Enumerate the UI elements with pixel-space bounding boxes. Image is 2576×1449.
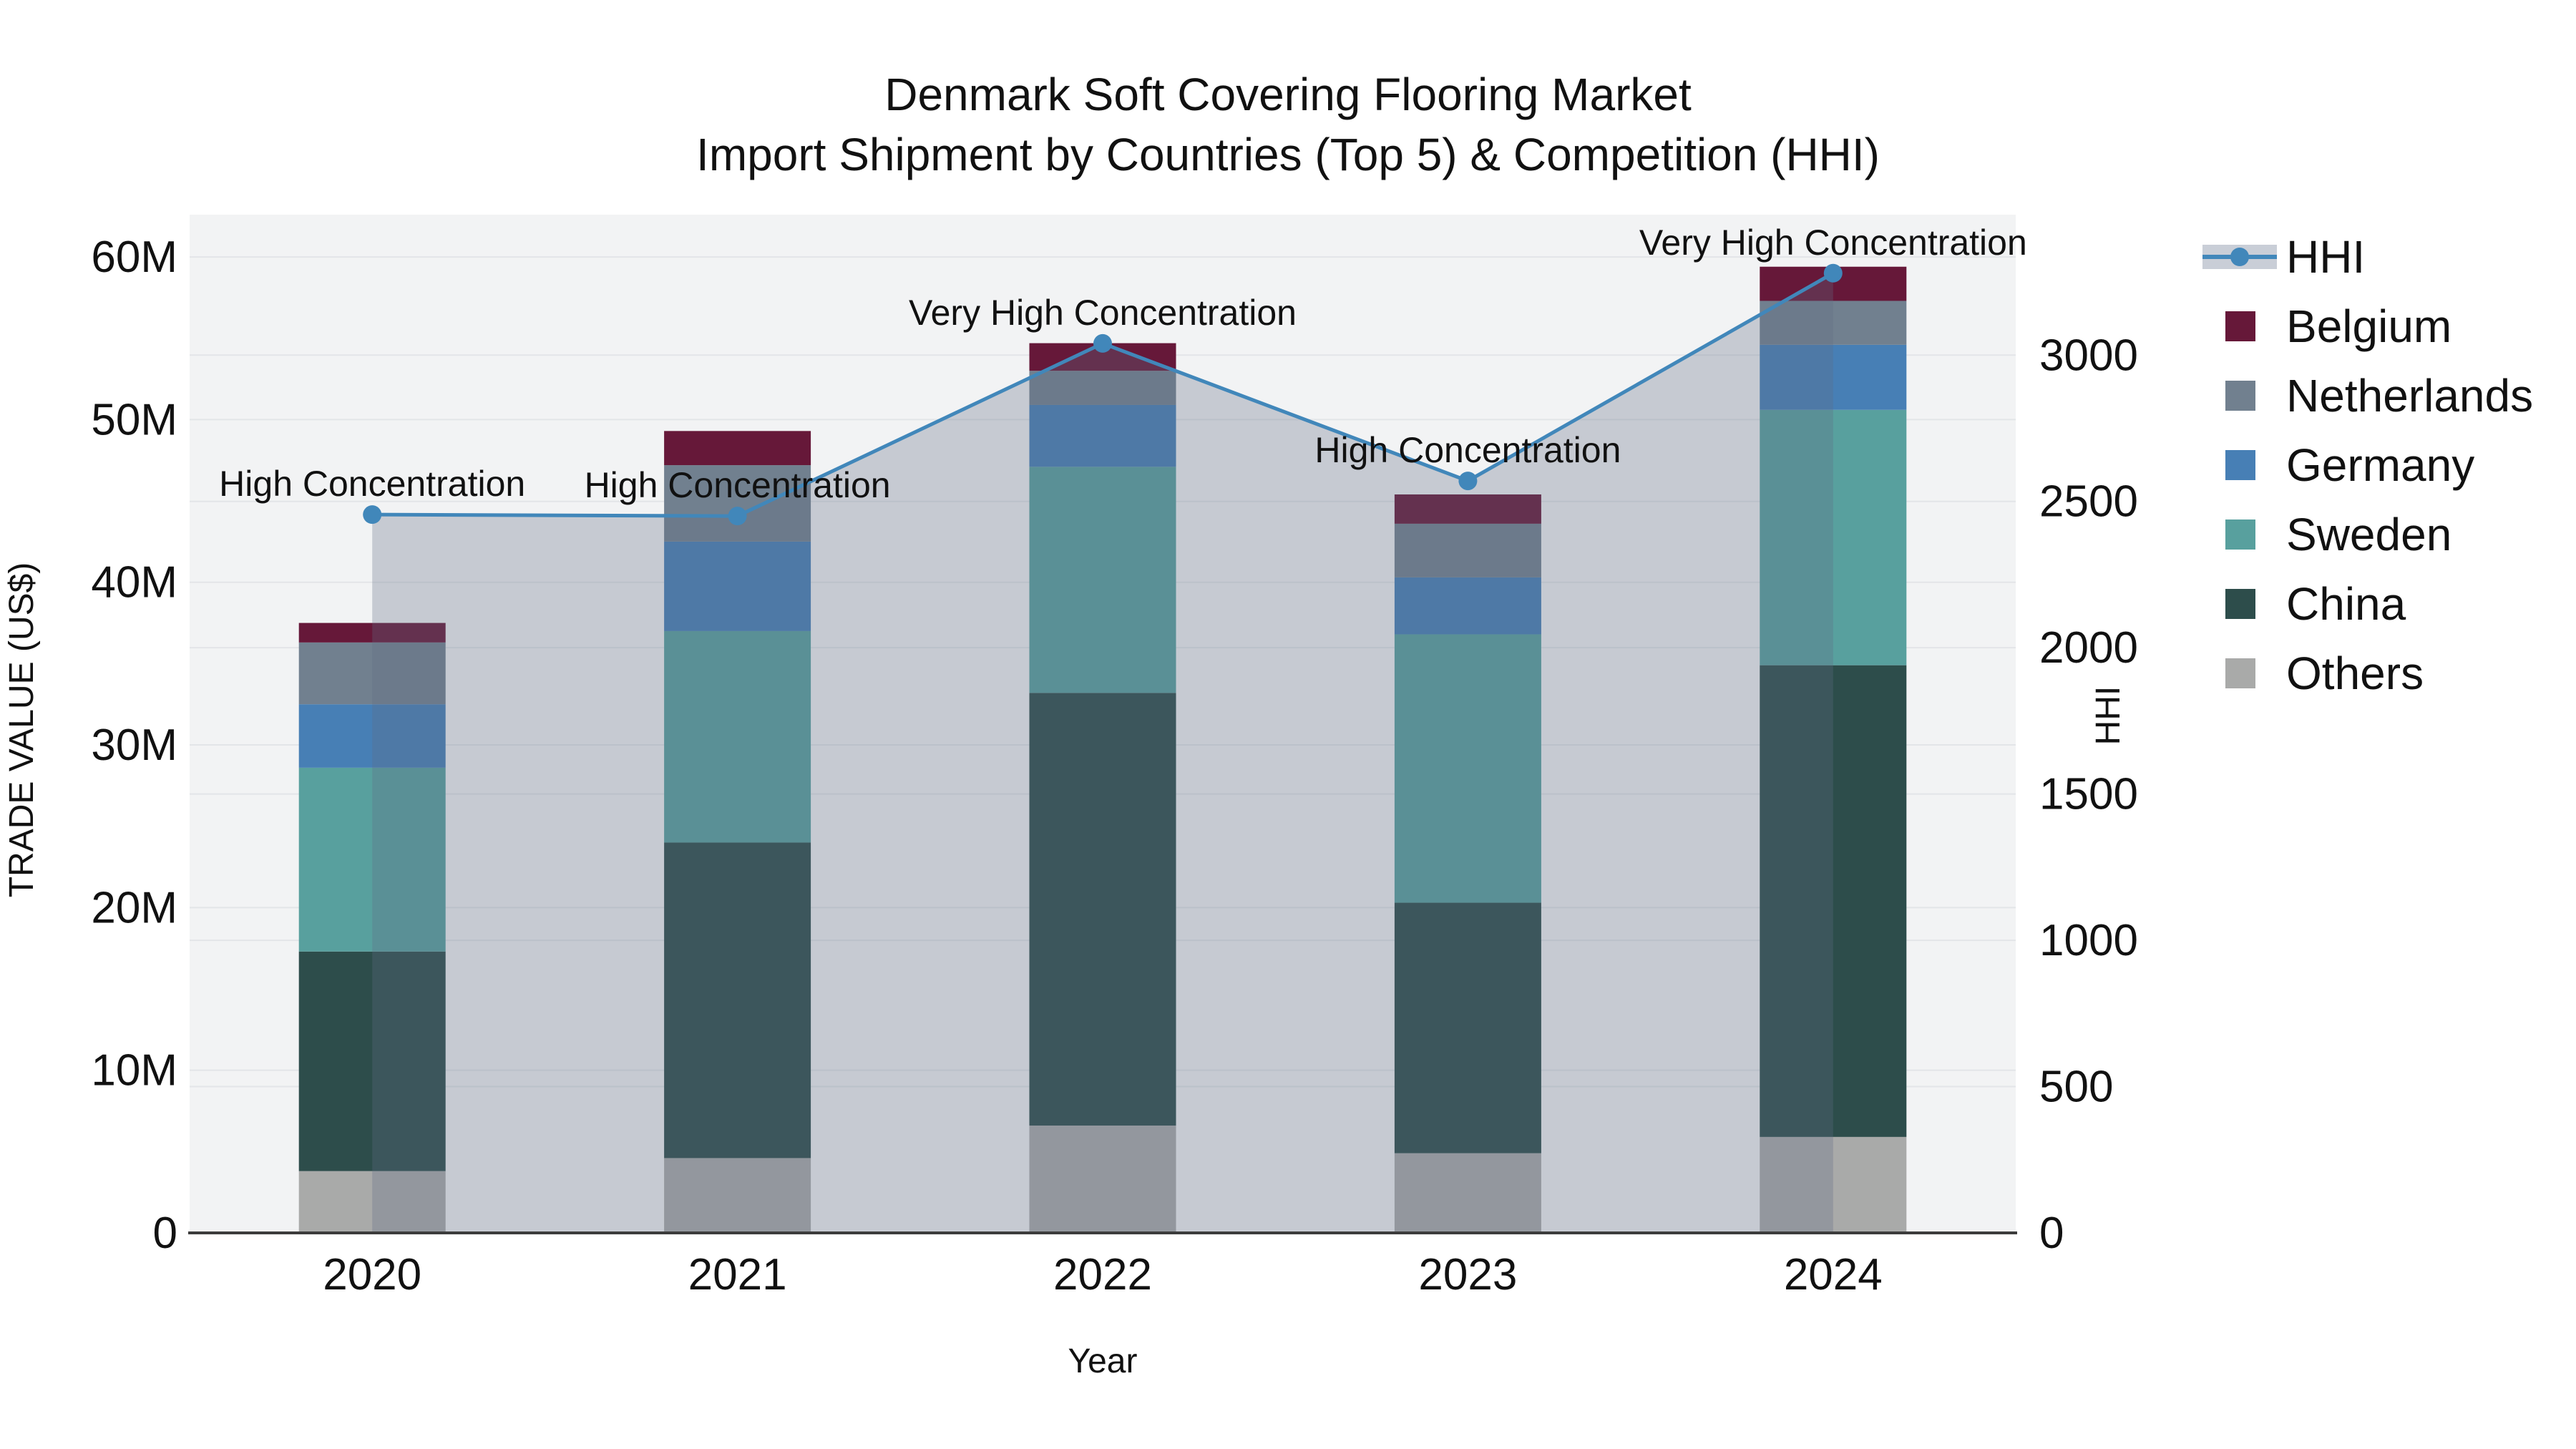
legend-swatch-others-icon: [2225, 658, 2255, 688]
x-tick-2022: 2022: [1053, 1250, 1152, 1299]
bar-segment-2024-others[interactable]: [1760, 1136, 1907, 1233]
bar-segment-2021-others[interactable]: [664, 1158, 811, 1233]
legend-item-hhi[interactable]: HHI: [2202, 231, 2365, 283]
legend-label-hhi: HHI: [2286, 231, 2365, 283]
bar-segment-2022-china[interactable]: [1029, 693, 1176, 1126]
y-tick-10M: 10M: [91, 1046, 177, 1096]
bar-segment-2023-germany[interactable]: [1394, 577, 1541, 635]
y-tick-0: 0: [153, 1209, 177, 1258]
bar-segment-2020-others[interactable]: [298, 1171, 446, 1233]
annotation-2020: High Concentration: [219, 464, 525, 504]
legend-label-china: China: [2286, 578, 2406, 630]
x-tick-2023: 2023: [1418, 1250, 1517, 1299]
y-tick-40M: 40M: [91, 558, 177, 608]
legend-item-sweden[interactable]: Sweden: [2225, 509, 2451, 560]
x-axis-title: Year: [1068, 1342, 1138, 1380]
y-tick-60M: 60M: [91, 233, 177, 282]
bar-segment-2020-china[interactable]: [298, 951, 446, 1171]
bar-segment-2022-sweden[interactable]: [1029, 467, 1176, 693]
hhi-point-2023[interactable]: [1458, 472, 1478, 491]
legend-label-sweden: Sweden: [2286, 509, 2451, 560]
x-tick-2021: 2021: [688, 1250, 787, 1299]
y-tick-20M: 20M: [91, 883, 177, 932]
bar-segment-2021-belgium[interactable]: [664, 431, 811, 466]
bar-segment-2024-sweden[interactable]: [1760, 409, 1907, 665]
chart-title-line1: Denmark Soft Covering Flooring Market: [884, 69, 1692, 120]
annotation-2022: Very High Concentration: [909, 293, 1297, 333]
y2-tick-500: 500: [2039, 1063, 2113, 1112]
legend-swatch-belgium-icon: [2225, 311, 2255, 341]
y2-axis-title: HHI: [2089, 686, 2127, 746]
y-axis-title: TRADE VALUE (US$): [3, 562, 41, 898]
legend-swatch-sweden-icon: [2225, 519, 2255, 550]
y-tick-50M: 50M: [91, 395, 177, 444]
x-axis-line: [188, 1231, 2017, 1234]
y-tick-30M: 30M: [91, 721, 177, 770]
legend-item-belgium[interactable]: Belgium: [2225, 301, 2451, 352]
bar-segment-2022-others[interactable]: [1029, 1125, 1176, 1233]
bar-segment-2021-germany[interactable]: [664, 541, 811, 631]
y2-tick-2500: 2500: [2039, 477, 2138, 527]
bar-segment-2024-netherlands[interactable]: [1760, 301, 1907, 345]
legend-label-others: Others: [2286, 648, 2424, 699]
annotation-2023: High Concentration: [1314, 430, 1621, 470]
hhi-point-2022[interactable]: [1093, 333, 1112, 353]
legend-swatch-germany-icon: [2225, 450, 2255, 480]
legend-label-germany: Germany: [2286, 439, 2474, 491]
bar-segment-2024-germany[interactable]: [1760, 344, 1907, 410]
bar-segment-2024-china[interactable]: [1760, 665, 1907, 1137]
y2-tick-0: 0: [2039, 1209, 2064, 1258]
legend-label-belgium: Belgium: [2286, 301, 2451, 352]
x-tick-2020: 2020: [323, 1250, 421, 1299]
bar-segment-2021-china[interactable]: [664, 842, 811, 1158]
annotation-2024: Very High Concentration: [1639, 223, 2027, 263]
hhi-point-2021[interactable]: [728, 507, 747, 526]
legend-item-others[interactable]: Others: [2225, 648, 2424, 699]
bar-segment-2022-germany[interactable]: [1029, 404, 1176, 467]
y2-tick-2000: 2000: [2039, 623, 2138, 673]
bar-segment-2021-sweden[interactable]: [664, 630, 811, 843]
bar-segment-2023-netherlands[interactable]: [1394, 523, 1541, 577]
bar-segment-2020-sweden[interactable]: [298, 767, 446, 952]
hhi-area-fill: [372, 273, 1833, 1233]
y2-tick-3000: 3000: [2039, 331, 2138, 380]
legend-label-netherlands: Netherlands: [2286, 370, 2533, 421]
bar-segment-2020-netherlands[interactable]: [298, 642, 446, 705]
bar-segment-2023-china[interactable]: [1394, 902, 1541, 1153]
y2-tick-1500: 1500: [2039, 770, 2138, 819]
legend-item-netherlands[interactable]: Netherlands: [2225, 370, 2533, 421]
hhi-point-2024[interactable]: [1823, 263, 1843, 283]
x-tick-2024: 2024: [1784, 1250, 1883, 1299]
bar-segment-2022-netherlands[interactable]: [1029, 371, 1176, 405]
bar-segment-2021-netherlands[interactable]: [664, 465, 811, 542]
annotation-2021: High Concentration: [585, 465, 891, 505]
hhi-legend-marker-icon: [2230, 248, 2249, 266]
bar-segment-2023-sweden[interactable]: [1394, 634, 1541, 903]
chart-title-line2: Import Shipment by Countries (Top 5) & C…: [696, 129, 1880, 180]
legend-swatch-china-icon: [2225, 589, 2255, 619]
bar-segment-2023-others[interactable]: [1394, 1153, 1541, 1233]
legend-item-china[interactable]: China: [2225, 578, 2406, 630]
legend-item-germany[interactable]: Germany: [2225, 439, 2474, 491]
y2-tick-1000: 1000: [2039, 916, 2138, 965]
legend-swatch-netherlands-icon: [2225, 381, 2255, 411]
bar-segment-2020-belgium[interactable]: [298, 623, 446, 643]
hhi-point-2020[interactable]: [363, 505, 382, 525]
bar-segment-2020-germany[interactable]: [298, 704, 446, 768]
bar-segment-2023-belgium[interactable]: [1394, 494, 1541, 524]
